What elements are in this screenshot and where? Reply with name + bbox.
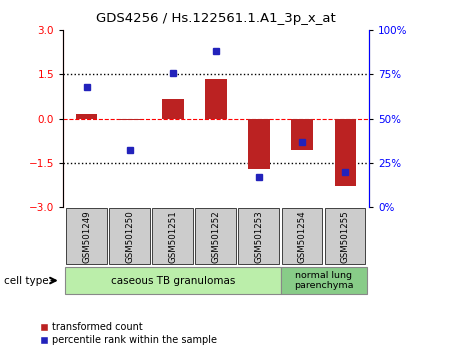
- Text: GSM501250: GSM501250: [125, 210, 134, 263]
- Text: GSM501251: GSM501251: [168, 210, 177, 263]
- Text: cell type: cell type: [4, 275, 49, 286]
- Text: GDS4256 / Hs.122561.1.A1_3p_x_at: GDS4256 / Hs.122561.1.A1_3p_x_at: [96, 12, 336, 25]
- Bar: [109, 208, 150, 264]
- Bar: [281, 267, 367, 294]
- Bar: [66, 208, 107, 264]
- Text: GSM501254: GSM501254: [298, 210, 307, 263]
- Bar: [282, 208, 322, 264]
- Bar: [324, 208, 365, 264]
- Legend: transformed count, percentile rank within the sample: transformed count, percentile rank withi…: [36, 319, 221, 349]
- Bar: [292, 119, 313, 149]
- Text: GSM501253: GSM501253: [255, 210, 264, 263]
- Bar: [205, 79, 227, 119]
- Bar: [76, 114, 98, 119]
- Text: normal lung
parenchyma: normal lung parenchyma: [294, 271, 354, 290]
- Text: GSM501255: GSM501255: [341, 210, 350, 263]
- Text: GSM501252: GSM501252: [212, 210, 220, 263]
- Bar: [334, 119, 356, 187]
- Bar: [152, 208, 193, 264]
- Bar: [248, 119, 270, 169]
- Text: GSM501249: GSM501249: [82, 210, 91, 263]
- Bar: [65, 267, 281, 294]
- Bar: [195, 208, 236, 264]
- Bar: [238, 208, 279, 264]
- Bar: [162, 99, 184, 119]
- Text: caseous TB granulomas: caseous TB granulomas: [111, 275, 235, 286]
- Bar: [119, 119, 140, 120]
